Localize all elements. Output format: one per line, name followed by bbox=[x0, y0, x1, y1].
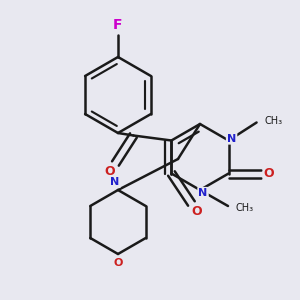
Text: F: F bbox=[113, 18, 123, 32]
Text: O: O bbox=[263, 167, 274, 180]
Text: CH₃: CH₃ bbox=[236, 203, 254, 213]
Text: O: O bbox=[104, 165, 115, 178]
Text: N: N bbox=[198, 188, 208, 198]
Text: O: O bbox=[113, 258, 123, 268]
Text: O: O bbox=[191, 205, 202, 218]
Text: CH₃: CH₃ bbox=[265, 116, 283, 125]
Text: N: N bbox=[227, 134, 236, 143]
Text: N: N bbox=[110, 177, 120, 187]
